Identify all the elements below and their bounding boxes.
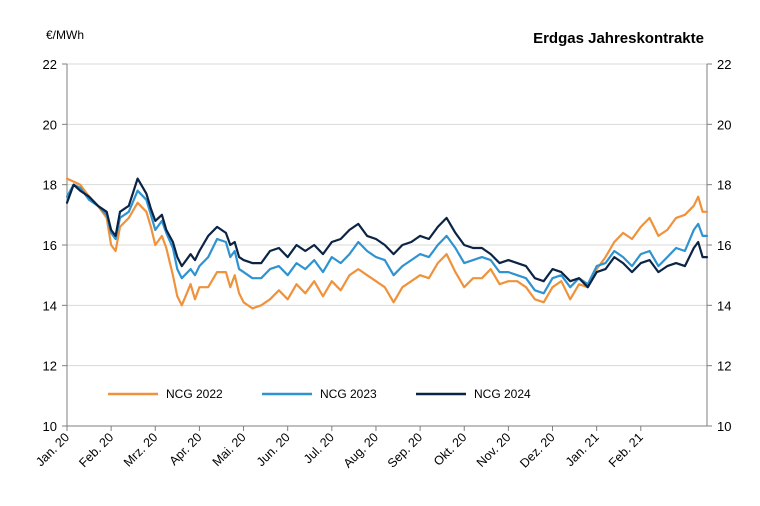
x-tick-label: Jun. 20 <box>254 430 293 469</box>
series-line-1 <box>65 177 709 310</box>
x-tick-label: Jan. 20 <box>33 430 72 469</box>
chart-title: Erdgas Jahreskontrakte <box>533 30 704 47</box>
legend-label-2: NCG 2023 <box>320 387 377 401</box>
x-tick-label: Apr. 20 <box>167 430 205 468</box>
y-tick-label-left: 14 <box>43 298 57 313</box>
x-tick-label: Nov. 20 <box>474 430 514 470</box>
series-lines <box>65 177 709 310</box>
x-tick-label: Mrz. 20 <box>121 430 160 469</box>
x-tick-label: Okt. 20 <box>431 430 469 468</box>
y-axis-unit-label: €/MWh <box>46 28 85 42</box>
series-line-2 <box>65 183 709 295</box>
x-tick-label: Feb. 21 <box>606 430 646 470</box>
legend: NCG 2022 NCG 2023 NCG 2024 <box>108 387 531 401</box>
y-tick-label-right: 18 <box>717 178 731 193</box>
x-tick-label: Mai. 20 <box>210 430 249 469</box>
y-tick-label-right: 16 <box>717 238 731 253</box>
y-tick-label-left: 10 <box>43 419 57 434</box>
x-tick-label: Dez. 20 <box>517 430 557 470</box>
y-tick-label-right: 20 <box>717 117 731 132</box>
series-line-3 <box>65 177 709 289</box>
x-tick-label: Jan. 21 <box>563 430 602 469</box>
x-tick-label: Aug. 20 <box>341 430 381 470</box>
grid-lines <box>67 63 707 427</box>
y-tick-label-right: 14 <box>717 298 731 313</box>
y-tick-label-left: 16 <box>43 238 57 253</box>
y-tick-label-left: 20 <box>43 117 57 132</box>
y-tick-label-left: 12 <box>43 359 57 374</box>
y-tick-label-left: 18 <box>43 178 57 193</box>
y-tick-label-right: 22 <box>717 57 731 72</box>
y-tick-label-left: 22 <box>43 57 57 72</box>
x-tick-label: Sep. 20 <box>385 430 425 470</box>
y-tick-label-right: 12 <box>717 359 731 374</box>
legend-label-1: NCG 2022 <box>166 387 223 401</box>
y-tick-label-right: 10 <box>717 419 731 434</box>
x-tick-label: Jul. 20 <box>301 430 337 466</box>
legend-label-3: NCG 2024 <box>474 387 531 401</box>
x-tick-label: Feb. 20 <box>76 430 116 470</box>
